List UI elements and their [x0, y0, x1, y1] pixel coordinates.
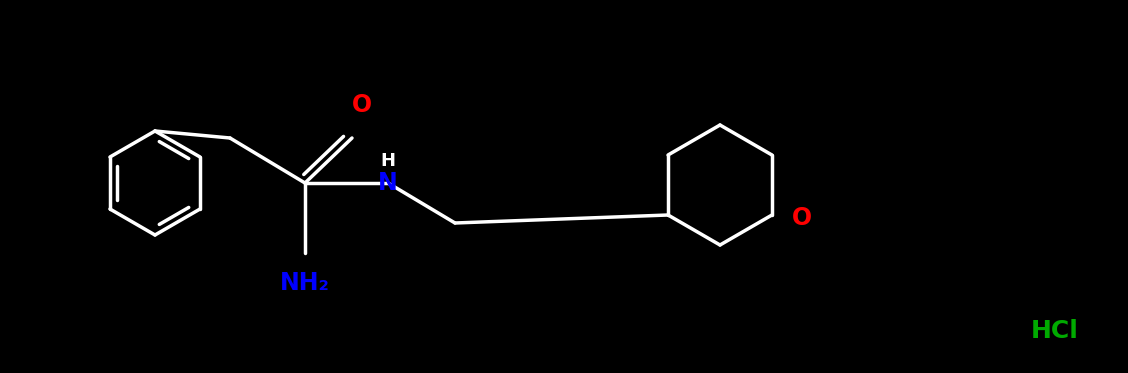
Text: O: O: [352, 93, 372, 117]
Text: N: N: [378, 171, 398, 195]
Text: HCl: HCl: [1031, 319, 1079, 343]
Text: NH₂: NH₂: [280, 271, 329, 295]
Text: O: O: [792, 206, 812, 230]
Text: H: H: [380, 152, 396, 170]
